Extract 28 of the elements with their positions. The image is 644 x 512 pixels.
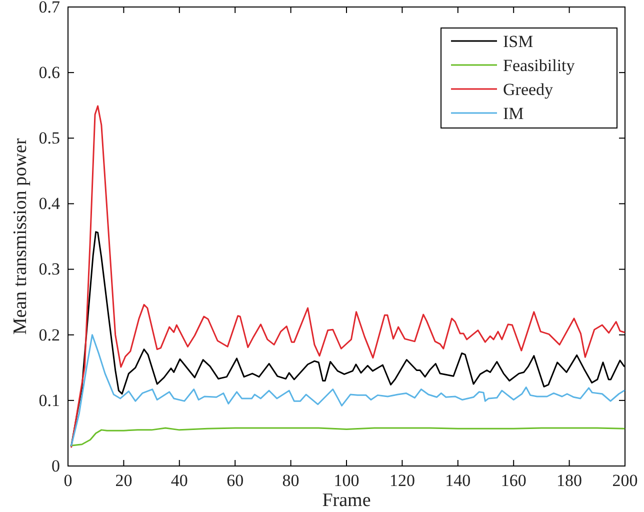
x-tick-label: 80 — [282, 471, 300, 490]
y-tick-label: 0.6 — [38, 63, 60, 82]
line-series — [70, 105, 625, 448]
y-tick-label: 0.2 — [38, 325, 60, 344]
line-series — [70, 427, 625, 446]
y-tick-label: 0.4 — [38, 194, 60, 214]
x-tick-label: 60 — [226, 471, 244, 490]
x-tick-label: 140 — [445, 471, 471, 490]
y-tick-label: 0.5 — [38, 128, 60, 148]
y-tick-label: 0.7 — [38, 0, 60, 16]
x-tick-label: 100 — [334, 471, 360, 490]
legend-label: Greedy — [503, 80, 554, 99]
legend-label: Feasibility — [503, 56, 576, 75]
x-tick-label: 20 — [115, 471, 132, 490]
x-tick-label: 180 — [556, 471, 582, 490]
x-tick-label: 160 — [500, 471, 526, 490]
legend-label: ISM — [503, 32, 534, 51]
line-series — [70, 334, 625, 446]
y-axis-title: Mean transmission power — [10, 138, 31, 335]
y-tick-label: 0.1 — [38, 390, 60, 410]
x-tick-label: 120 — [389, 471, 415, 490]
x-tick-label: 40 — [170, 471, 188, 490]
legend-label: IM — [503, 104, 524, 123]
y-tick-label: 0 — [52, 456, 60, 476]
y-tick-label: 0.3 — [38, 260, 60, 279]
x-tick-label: 200 — [612, 471, 638, 490]
x-axis-title: Frame — [322, 490, 371, 511]
x-tick-label: 0 — [64, 471, 72, 490]
